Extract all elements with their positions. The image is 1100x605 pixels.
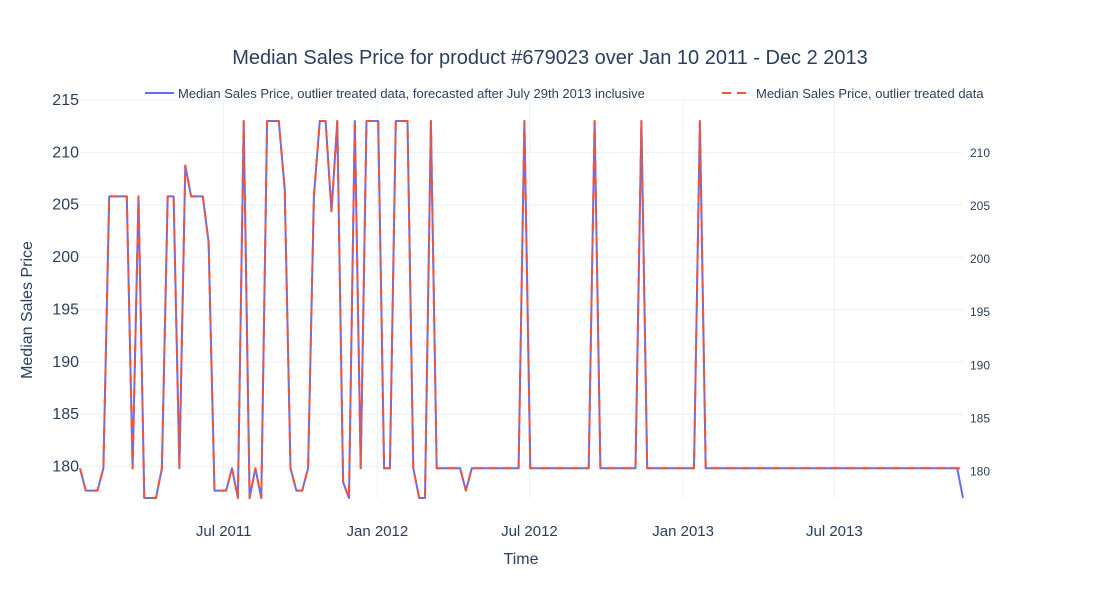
y-right-tick-label: 195 xyxy=(970,305,990,319)
legend: Median Sales Price, outlier treated data… xyxy=(145,86,984,101)
y-axis-label: Median Sales Price xyxy=(19,241,36,379)
y-axis-left: 180 185 190 195 200 205 210 215 xyxy=(52,92,79,476)
y-right-tick-label: 205 xyxy=(970,199,990,213)
y-right-tick-label: 180 xyxy=(970,464,990,478)
x-tick-label: Jan 2013 xyxy=(652,523,714,540)
chart-title: Median Sales Price for product #679023 o… xyxy=(232,47,868,69)
x-tick-label: Jan 2012 xyxy=(347,523,409,540)
legend-item-treated[interactable]: Median Sales Price, outlier treated data xyxy=(722,86,984,101)
series-layer xyxy=(79,120,964,499)
x-axis: Jul 2011 Jan 2012 Jul 2012 Jan 2013 Jul 2013 xyxy=(196,523,863,540)
y-right-tick-label: 185 xyxy=(970,411,990,425)
y-left-tick-label: 195 xyxy=(52,301,79,318)
y-left-tick-label: 205 xyxy=(52,197,79,214)
x-tick-label: Jul 2011 xyxy=(196,523,252,540)
y-right-tick-label: 200 xyxy=(970,252,990,266)
x-tick-label: Jul 2012 xyxy=(501,523,558,540)
x-axis-label: Time xyxy=(504,551,539,568)
y-right-tick-label: 210 xyxy=(970,146,990,160)
y-left-tick-label: 190 xyxy=(52,354,79,371)
y-left-tick-label: 210 xyxy=(52,144,79,161)
y-left-tick-label: 180 xyxy=(52,459,79,476)
series-line-forecast[interactable] xyxy=(79,120,964,499)
legend-item-forecast[interactable]: Median Sales Price, outlier treated data… xyxy=(145,86,645,101)
y-right-tick-label: 190 xyxy=(970,358,990,372)
y-left-tick-label: 215 xyxy=(52,92,79,109)
y-left-tick-label: 200 xyxy=(52,249,79,266)
y-left-tick-label: 185 xyxy=(52,406,79,423)
legend-label-treated: Median Sales Price, outlier treated data xyxy=(756,86,984,101)
y-axis-right: 180 185 190 195 200 205 210 xyxy=(970,146,990,479)
legend-label-forecast: Median Sales Price, outlier treated data… xyxy=(178,86,645,101)
x-tick-label: Jul 2013 xyxy=(806,523,863,540)
